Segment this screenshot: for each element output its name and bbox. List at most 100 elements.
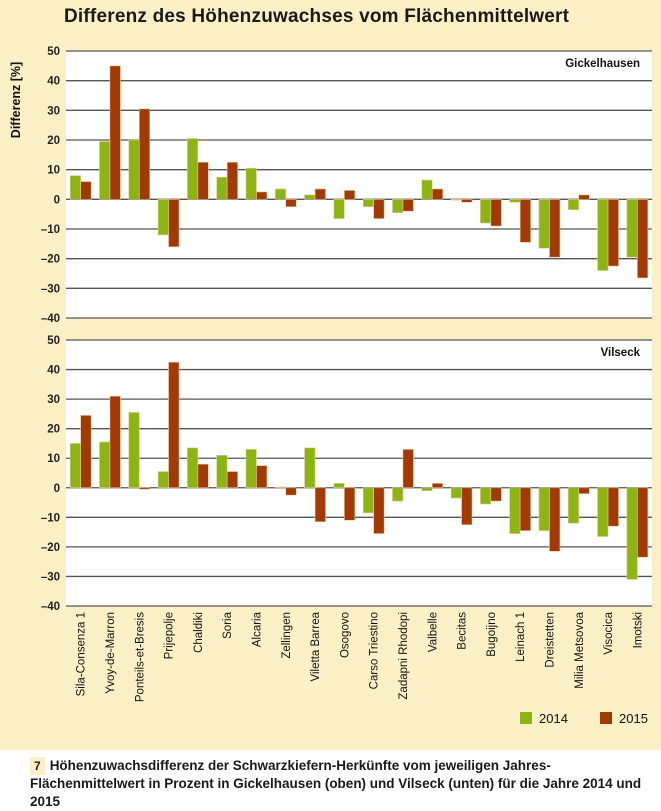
bar-2014 bbox=[450, 199, 462, 201]
bar-2015 bbox=[402, 449, 414, 489]
bar-2015 bbox=[373, 199, 385, 219]
bar-2014 bbox=[216, 176, 228, 200]
bar-2014 bbox=[69, 443, 81, 489]
bar-2014 bbox=[216, 454, 228, 489]
bar-2014 bbox=[99, 441, 111, 489]
bar-2015 bbox=[109, 395, 121, 489]
y-tick-label: 0 bbox=[54, 483, 60, 495]
bar-2015 bbox=[578, 487, 590, 494]
y-tick-label: –10 bbox=[41, 224, 60, 236]
bar-2015 bbox=[344, 190, 356, 200]
bar-2014 bbox=[450, 487, 462, 499]
y-tick-label: 40 bbox=[47, 76, 60, 88]
bar-2014 bbox=[392, 487, 404, 502]
bar-2014 bbox=[362, 199, 374, 208]
bar-2015 bbox=[549, 199, 561, 258]
y-tick-label: 50 bbox=[47, 335, 60, 347]
x-tick-label: Alcaria bbox=[251, 611, 263, 647]
bar-2015 bbox=[256, 191, 268, 200]
x-tick-label: Imotski bbox=[632, 612, 644, 648]
bar-2015 bbox=[519, 487, 531, 531]
bar-2015 bbox=[80, 181, 92, 200]
bar-2015 bbox=[285, 199, 297, 208]
bar-2014 bbox=[538, 199, 550, 249]
x-tick-label: Carso Triestino bbox=[369, 612, 381, 689]
bar-2015 bbox=[226, 471, 238, 489]
panel-label: Gickelhausen bbox=[565, 58, 640, 70]
bar-2015 bbox=[549, 487, 561, 552]
y-axis-label: Differenz [%] bbox=[9, 62, 23, 138]
legend-swatch-2015 bbox=[600, 712, 612, 724]
bar-2014 bbox=[157, 471, 169, 489]
x-tick-label: Zellingen bbox=[281, 612, 293, 659]
bar-2015 bbox=[197, 161, 209, 200]
y-tick-label: 50 bbox=[47, 46, 60, 58]
bar-2014 bbox=[538, 487, 550, 531]
bar-2014 bbox=[597, 199, 609, 271]
y-tick-label: 0 bbox=[54, 194, 60, 206]
x-tick-label: Osogovo bbox=[339, 612, 351, 658]
legend-label: 2014 bbox=[539, 711, 568, 726]
x-tick-label: Ponteils-et-Bresis bbox=[134, 612, 146, 702]
y-tick-label: 10 bbox=[47, 453, 60, 465]
figure-caption: 7 Höhenzuwachsdifferenz der Schwarzkiefer… bbox=[30, 757, 655, 811]
bar-2014 bbox=[567, 199, 580, 211]
bar-2014 bbox=[128, 412, 140, 489]
bar-2015 bbox=[138, 487, 151, 490]
x-tick-label: Leinach 1 bbox=[515, 612, 527, 662]
bar-2014 bbox=[128, 139, 140, 200]
plot-area bbox=[66, 340, 652, 606]
y-tick-label: 30 bbox=[47, 394, 60, 406]
bar-2015 bbox=[461, 487, 473, 526]
bar-2015 bbox=[431, 188, 444, 200]
bar-2014 bbox=[421, 179, 433, 200]
bar-2015 bbox=[344, 487, 356, 521]
y-tick-label: –30 bbox=[41, 571, 60, 583]
bar-2014 bbox=[304, 194, 316, 200]
x-tick-label: Sila-Consenza 1 bbox=[76, 612, 88, 696]
bar-2014 bbox=[480, 487, 492, 505]
y-tick-label: 40 bbox=[47, 365, 60, 377]
bar-2014 bbox=[187, 138, 199, 200]
panel-label: Vilseck bbox=[601, 347, 641, 359]
x-tick-label: Milia Metsovoa bbox=[574, 611, 586, 688]
bar-2015 bbox=[256, 465, 268, 489]
chart-title: Differenz des Höhenzuwachses vom Flächen… bbox=[64, 6, 570, 27]
y-tick-label: 20 bbox=[47, 424, 60, 436]
legend-swatch-2014 bbox=[520, 712, 532, 724]
caption-text: Höhenzuwachsdifferenz der Schwarzkiefern… bbox=[30, 758, 642, 809]
bar-2015 bbox=[373, 487, 385, 534]
bar-2014 bbox=[99, 141, 111, 200]
x-tick-label: Chaldiki bbox=[193, 612, 205, 653]
y-tick-label: –20 bbox=[41, 542, 60, 554]
bar-2015 bbox=[461, 199, 473, 203]
y-tick-label: –40 bbox=[41, 313, 60, 325]
y-tick-label: 20 bbox=[47, 135, 60, 147]
x-tick-label: Valbelle bbox=[427, 612, 439, 652]
bar-2015 bbox=[490, 487, 502, 502]
y-tick-label: –40 bbox=[41, 601, 60, 613]
bar-2015 bbox=[490, 199, 502, 227]
bar-2014 bbox=[304, 447, 316, 489]
bar-2014 bbox=[626, 487, 638, 580]
bar-2015 bbox=[226, 161, 238, 200]
bar-2015 bbox=[607, 487, 619, 527]
bar-2015 bbox=[402, 199, 414, 212]
x-tick-label: Viletta Barrea bbox=[310, 611, 322, 681]
bar-2015 bbox=[168, 199, 180, 248]
x-tick-label: Visocica bbox=[603, 611, 615, 654]
bar-2015 bbox=[431, 483, 444, 489]
bar-2014 bbox=[509, 199, 521, 203]
bar-2015 bbox=[519, 199, 531, 243]
bar-2014 bbox=[480, 199, 492, 224]
figure-number: 7 bbox=[30, 757, 45, 775]
bar-2014 bbox=[157, 199, 169, 236]
x-tick-label: Dreistetten bbox=[544, 612, 556, 668]
y-tick-label: 10 bbox=[47, 165, 60, 177]
y-tick-label: –10 bbox=[41, 512, 60, 524]
x-tick-label: Bugoijno bbox=[486, 612, 498, 657]
bar-2015 bbox=[138, 108, 151, 200]
bar-2015 bbox=[637, 199, 649, 279]
bar-2015 bbox=[285, 487, 297, 496]
bar-2015 bbox=[314, 487, 326, 523]
